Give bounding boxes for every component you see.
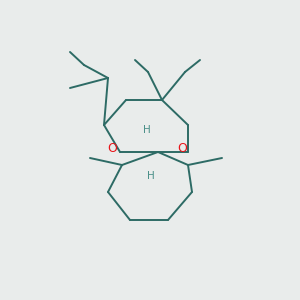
Text: H: H	[147, 171, 155, 181]
Text: O: O	[177, 142, 187, 154]
Text: H: H	[143, 125, 151, 135]
Text: O: O	[107, 142, 117, 154]
